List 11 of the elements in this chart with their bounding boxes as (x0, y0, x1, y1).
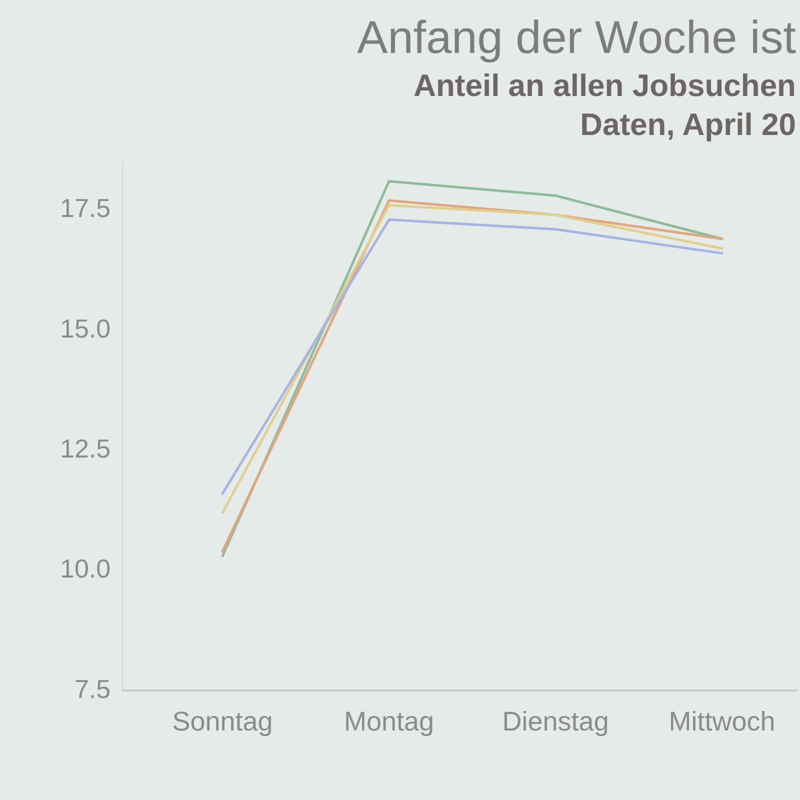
y-tick-label: 10.0 (60, 554, 111, 584)
chart-title: Anfang der Woche ist (357, 10, 796, 64)
x-tick-label: Mittwoch (668, 706, 776, 736)
chart-subtitle: Anteil an allen Jobsuchen Daten, April 20 (414, 67, 796, 144)
y-tick-label: 7.5 (74, 674, 111, 704)
x-tick-label: Sonntag (172, 706, 273, 736)
x-tick-label: Dienstag (502, 706, 609, 736)
y-tick-label: 15.0 (60, 313, 111, 344)
y-tick-label: 17.5 (60, 193, 111, 224)
x-tick-label: Montag (344, 706, 434, 736)
y-tick-label: 12.5 (60, 434, 111, 464)
